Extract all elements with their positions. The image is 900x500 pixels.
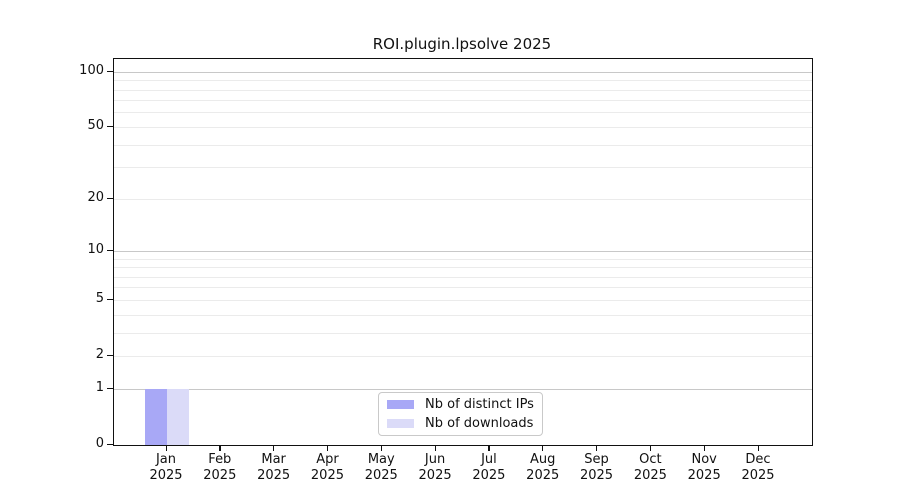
gridline-minor [114,258,812,260]
x-tick-label-oct: Oct 2025 [633,452,667,483]
y-tick-label: 100 [79,63,104,79]
x-tick-label-may: May 2025 [364,452,398,483]
y-tick-label: 1 [95,380,104,396]
x-tick-label-jun: Jun 2025 [418,452,452,483]
gridline-minor [114,144,812,146]
gridline-minor [114,167,812,169]
legend-label: Nb of downloads [425,416,534,431]
x-tick-mark [649,445,652,451]
gridline-minor [114,267,812,269]
x-tick-label-feb: Feb 2025 [203,452,237,483]
gridline-minor [114,100,812,102]
bar-nb-of-downloads-jan [167,389,189,445]
x-tick-label-dec: Dec 2025 [741,452,775,483]
x-tick-label-mar: Mar 2025 [257,452,291,483]
y-tick-mark [107,387,113,389]
x-tick-label-aug: Aug 2025 [526,452,560,483]
y-tick-mark [107,125,113,128]
x-tick-mark [703,445,705,451]
gridline-minor [114,287,812,289]
x-tick-label-jan: Jan 2025 [149,452,183,483]
gridline-major [114,71,812,73]
legend: Nb of distinct IPs Nb of downloads [378,392,543,436]
y-tick-label: 20 [87,190,104,206]
gridline-minor [114,112,812,114]
y-tick-label: 2 [95,347,104,363]
y-tick-label: 5 [95,291,104,307]
legend-swatch [387,419,414,428]
x-tick-mark [488,445,490,451]
gridline-minor [114,80,812,82]
y-tick-label: 10 [87,242,104,258]
gridline-minor [114,332,812,334]
gridline-major [114,388,812,390]
x-tick-mark [542,445,544,451]
x-tick-mark [326,445,329,451]
x-tick-label-jul: Jul 2025 [472,452,506,483]
y-tick-mark [107,298,113,300]
gridline-minor [114,355,812,357]
x-tick-mark [165,445,167,451]
legend-label: Nb of distinct IPs [425,397,534,412]
x-tick-mark [757,445,759,451]
x-tick-mark [434,445,436,451]
bar-nb-of-distinct-ips-jan [145,389,167,445]
y-tick-mark [107,70,113,72]
gridline-minor [114,276,812,278]
chart-title: ROI.plugin.lpsolve 2025 [372,35,552,53]
gridline-minor [114,314,812,316]
x-tick-mark [380,445,382,451]
gridline-minor [114,126,812,128]
y-tick-label: 50 [87,118,104,134]
x-tick-label-sep: Sep 2025 [579,452,614,483]
y-tick-mark [107,443,113,445]
y-tick-mark [107,354,113,356]
gridline-major [114,250,812,252]
y-tick-label: 0 [95,436,104,451]
gridline-minor [114,89,812,91]
legend-row: Nb of distinct IPs [387,397,534,412]
x-tick-label-apr: Apr 2025 [310,452,344,483]
y-tick-mark [107,249,113,251]
x-tick-label-nov: Nov 2025 [687,452,721,483]
y-tick-mark [107,197,113,199]
x-tick-mark [273,445,275,451]
x-tick-mark [219,445,221,451]
legend-swatch [387,400,414,409]
gridline-minor [114,299,812,301]
gridline-minor [114,198,812,200]
plot-area: Nb of distinct IPs Nb of downloads [113,58,813,446]
legend-row: Nb of downloads [387,416,534,431]
x-tick-mark [596,445,598,451]
